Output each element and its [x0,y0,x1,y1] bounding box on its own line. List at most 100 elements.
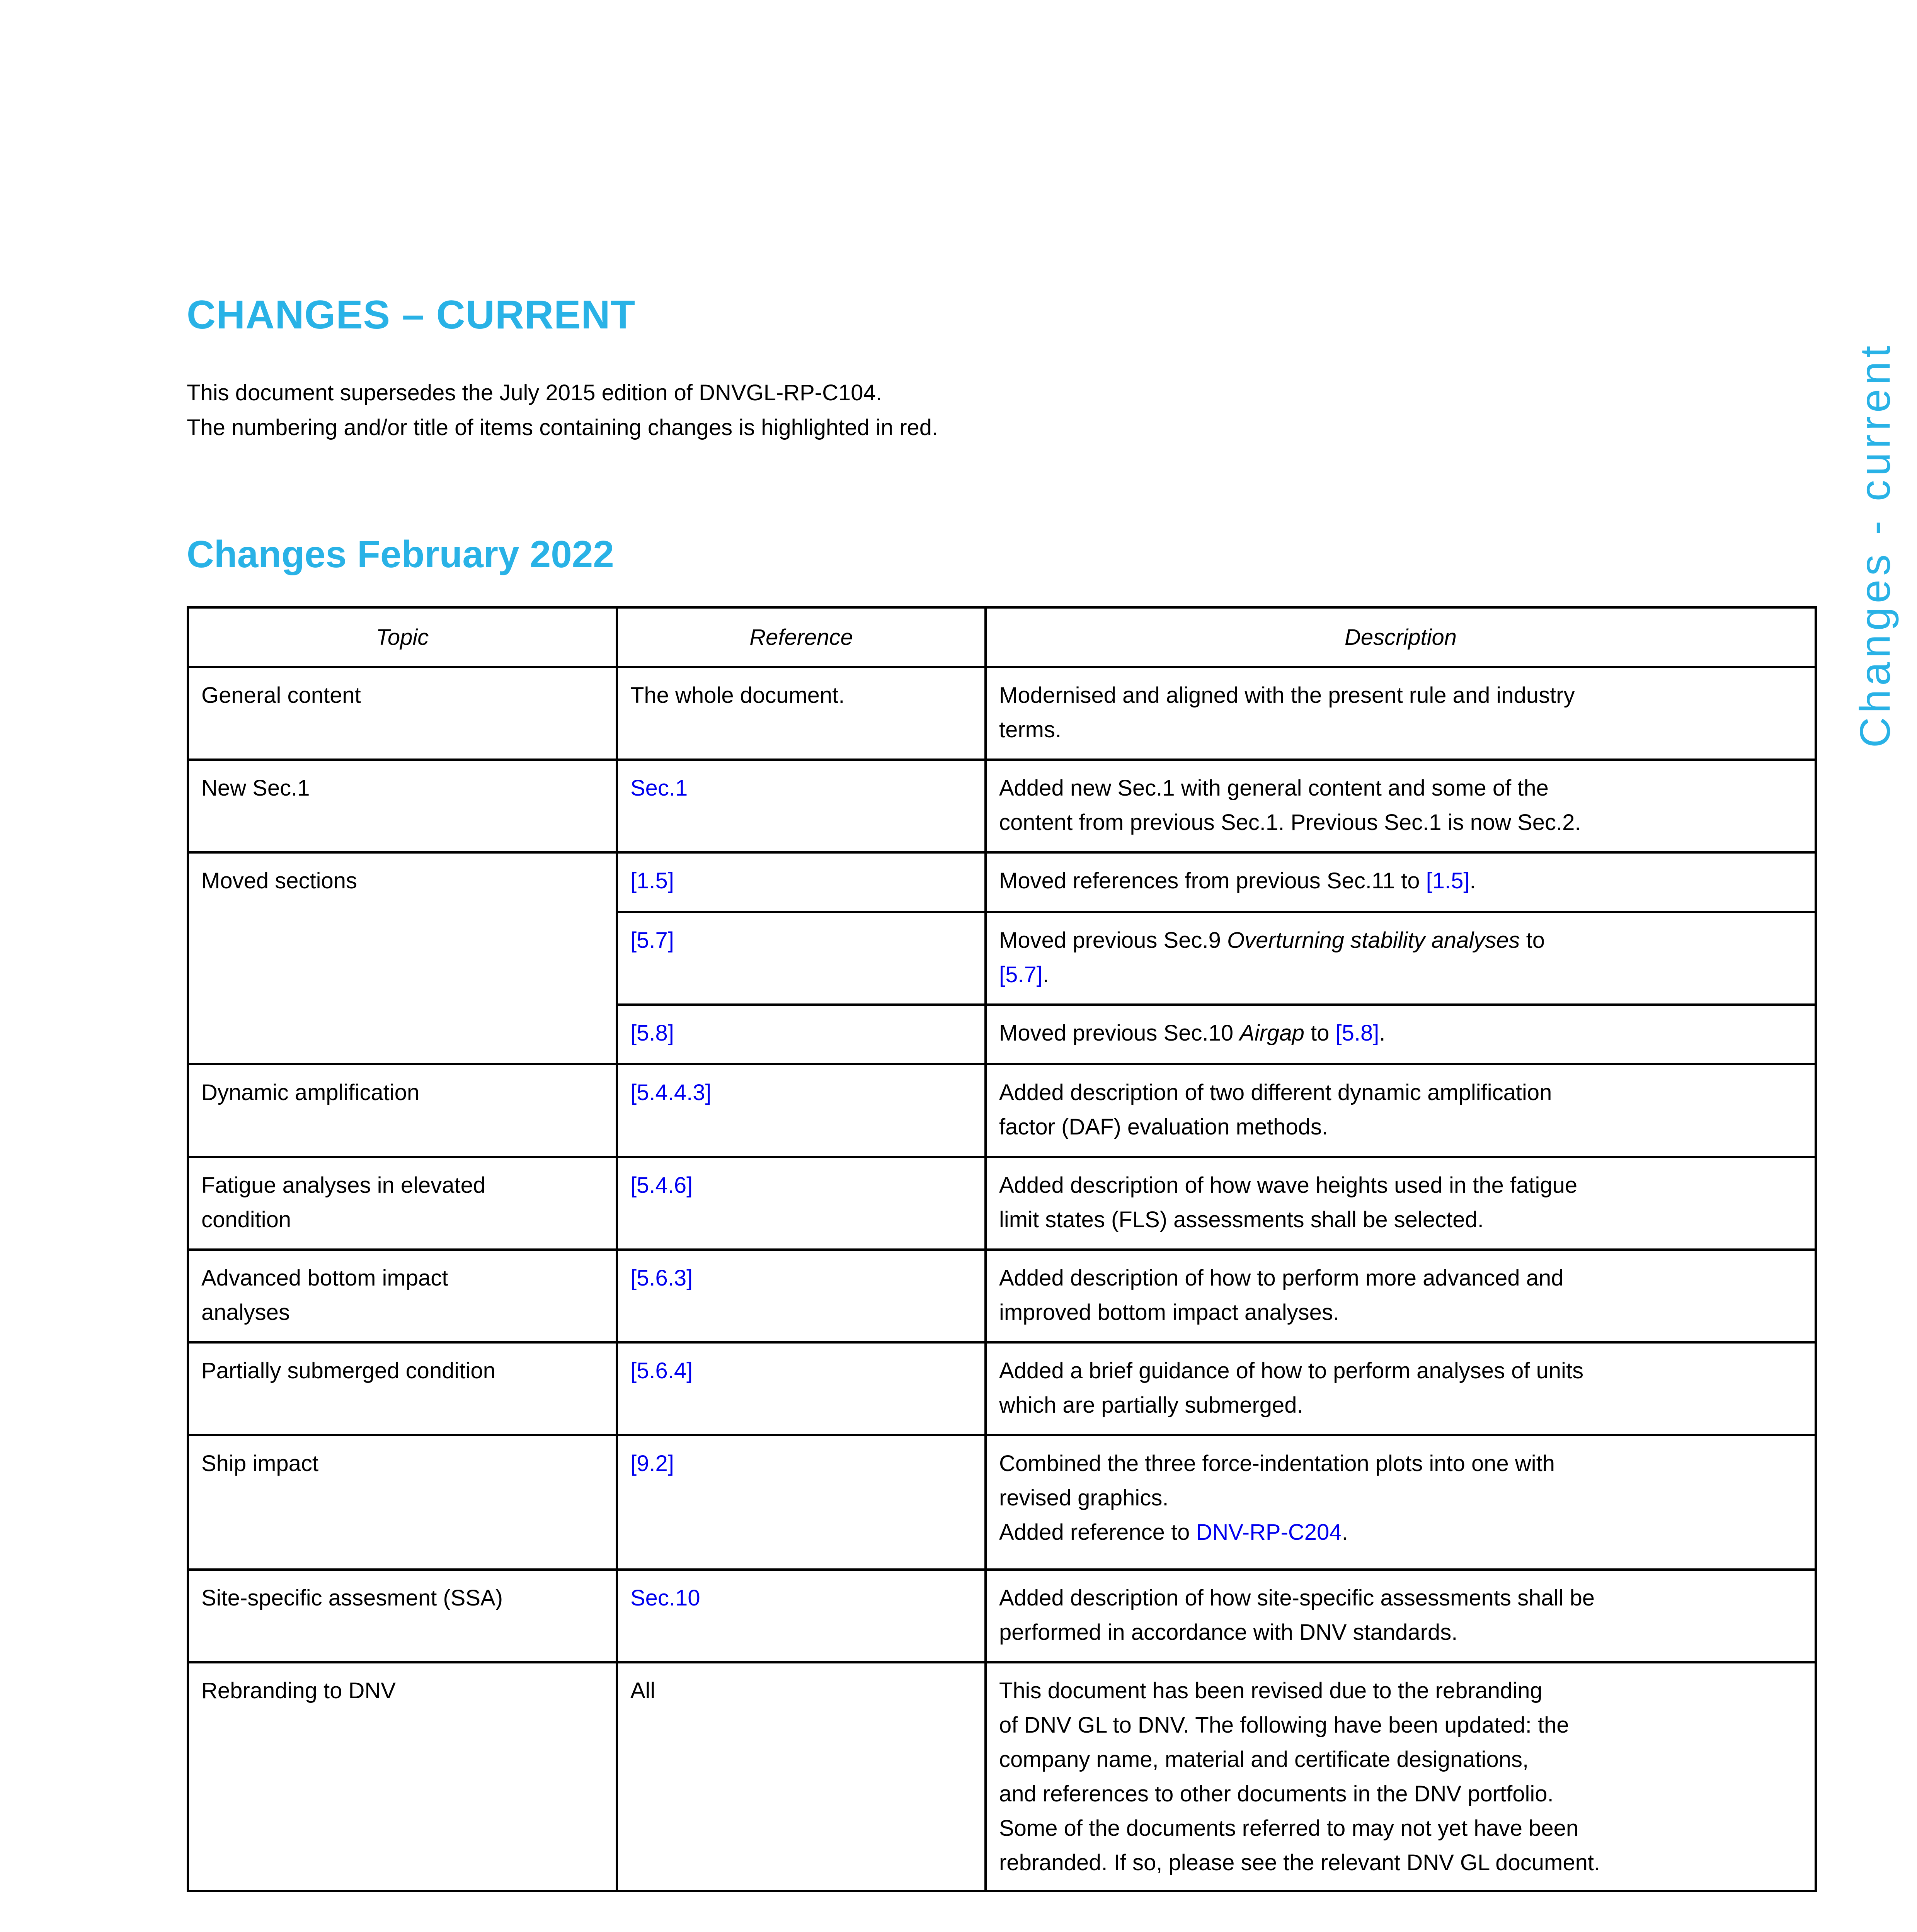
reference-cell: [1.5] [616,851,987,913]
reference-cell: Sec.1 [616,759,987,854]
reference-link[interactable]: [1.5] [630,868,674,893]
description-italic-text: Overturning stability analyses [1227,928,1520,953]
reference-link[interactable]: [5.7] [630,928,674,953]
description-link[interactable]: [1.5] [1426,868,1470,893]
table-row: General content The whole document. Modern… [187,666,1817,761]
reference-cell: [9.2] [616,1434,987,1571]
description-text: limit states (FLS) assessments shall be … [999,1207,1484,1232]
table-row: Ship impact [9.2] Combined the three force… [187,1434,1817,1571]
table-row: Rebranding to DNV All This document has be… [187,1661,1817,1892]
description-cell: Added description of how site-specific a… [984,1568,1817,1663]
description-text: rebranded. If so, please see the relevan… [999,1850,1600,1875]
description-text: Moved previous Sec.9 [999,928,1227,953]
description-link[interactable]: DNV-RP-C204 [1196,1520,1342,1545]
description-text: factor (DAF) evaluation methods. [999,1114,1328,1139]
reference-cell: [5.6.4] [616,1341,987,1436]
description-text: of DNV GL to DNV. The following have bee… [999,1713,1569,1738]
reference-link[interactable]: [5.4.6] [630,1173,693,1198]
description-text: Added reference to [999,1520,1196,1545]
reference-cell: [5.8] [616,1003,987,1065]
description-cell: This document has been revised due to th… [984,1661,1817,1892]
reference-cell: All [616,1661,987,1892]
topic-cell: Moved sections [187,851,618,1065]
description-text: Added new Sec.1 with general content and… [999,776,1549,801]
description-cell: Added description of how wave heights us… [984,1156,1817,1251]
reference-text: The whole document. [630,683,845,708]
reference-text: All [630,1678,655,1703]
description-text: Moved references from previous Sec.11 to [999,868,1426,893]
column-header-topic: Topic [187,606,618,668]
table-header-row: Topic Reference Description [187,606,1817,668]
column-header-reference: Reference [616,606,987,668]
description-cell: Moved previous Sec.10 Airgap to [5.8]. [984,1003,1817,1065]
description-cell: Added a brief guidance of how to perform… [984,1341,1817,1436]
description-text: Moved previous Sec.10 [999,1020,1240,1046]
topic-cell: New Sec.1 [187,759,618,854]
table-row: Advanced bottom impact analyses [5.6.3] Ad… [187,1248,1817,1344]
description-text: Combined the three force-indentation plo… [999,1451,1555,1476]
description-link[interactable]: [5.8] [1335,1020,1379,1046]
description-cell: Moved previous Sec.9 Overturning stabili… [984,911,1817,1006]
table-row: Site-specific assesment (SSA) Sec.10 Added… [187,1568,1817,1663]
column-header-description: Description [984,606,1817,668]
reference-link[interactable]: Sec.10 [630,1585,700,1611]
description-text: This document has been revised due to th… [999,1678,1542,1703]
description-text: content from previous Sec.1. Previous Se… [999,810,1581,835]
table-row: New Sec.1 Sec.1 Added new Sec.1 with gener… [187,759,1817,854]
reference-cell: Sec.10 [616,1568,987,1663]
topic-cell: Partially submerged condition [187,1341,618,1436]
description-text: Added a brief guidance of how to perform… [999,1358,1584,1383]
reference-link[interactable]: [5.4.4.3] [630,1080,712,1105]
topic-cell: Ship impact [187,1434,618,1571]
reference-cell: The whole document. [616,666,987,761]
changes-table-wrap: Topic Reference Description General cont… [187,606,1817,1892]
sidebar-tab-label: Changes - current [1851,342,1899,748]
table-row: [5.7] Moved previous Sec.9 Overturning st… [188,911,1817,1006]
description-text: and references to other documents in the… [999,1781,1554,1806]
description-text: . [1469,868,1476,893]
description-text: . [1042,962,1049,987]
intro-line-2: The numbering and/or title of items cont… [187,415,938,440]
section-heading: Changes February 2022 [187,533,614,575]
reference-cell: [5.6.3] [616,1248,987,1344]
description-text: performed in accordance with DNV standar… [999,1620,1458,1645]
reference-cell: [5.7] [616,911,987,1006]
reference-link[interactable]: [5.6.3] [630,1265,693,1291]
reference-link[interactable]: Sec.1 [630,776,688,801]
description-text: company name, material and certificate d… [999,1747,1529,1772]
topic-cell: Rebranding to DNV [187,1661,618,1892]
intro-paragraph: This document supersedes the July 2015 e… [187,376,938,445]
description-text: improved bottom impact analyses. [999,1300,1340,1325]
topic-cell: Dynamic amplification [187,1063,618,1158]
description-text: terms. [999,717,1062,742]
description-cell: Moved references from previous Sec.11 to… [984,851,1817,913]
table-row: Partially submerged condition [5.6.4] Adde… [187,1341,1817,1436]
description-text: . [1379,1020,1386,1046]
reference-link[interactable]: [5.6.4] [630,1358,693,1383]
description-cell: Added description of how to perform more… [984,1248,1817,1344]
table-row: Dynamic amplification [5.4.4.3] Added desc… [187,1063,1817,1158]
description-cell: Added new Sec.1 with general content and… [984,759,1817,854]
table-row: Moved sections [1.5] Moved references from… [187,851,1817,1065]
description-cell: Modernised and aligned with the present … [984,666,1817,761]
reference-link[interactable]: [9.2] [630,1451,674,1476]
description-text: revised graphics. [999,1485,1169,1510]
topic-cell: Site-specific assesment (SSA) [187,1568,618,1663]
reference-cell: [5.4.4.3] [616,1063,987,1158]
page-title: CHANGES – CURRENT [187,293,636,337]
description-text: Added description of two different dynam… [999,1080,1552,1105]
description-text: Some of the documents referred to may no… [999,1816,1579,1841]
reference-link[interactable]: [5.8] [630,1020,674,1046]
topic-cell: Advanced bottom impact analyses [187,1248,618,1344]
description-cell: Added description of two different dynam… [984,1063,1817,1158]
description-link[interactable]: [5.7] [999,962,1043,987]
topic-cell: Fatigue analyses in elevated condition [187,1156,618,1251]
topic-cell: General content [187,666,618,761]
description-text: . [1342,1520,1348,1545]
description-text: Added description of how to perform more… [999,1265,1564,1291]
intro-line-1: This document supersedes the July 2015 e… [187,380,882,405]
reference-cell: [5.4.6] [616,1156,987,1251]
description-text: to [1304,1020,1336,1046]
